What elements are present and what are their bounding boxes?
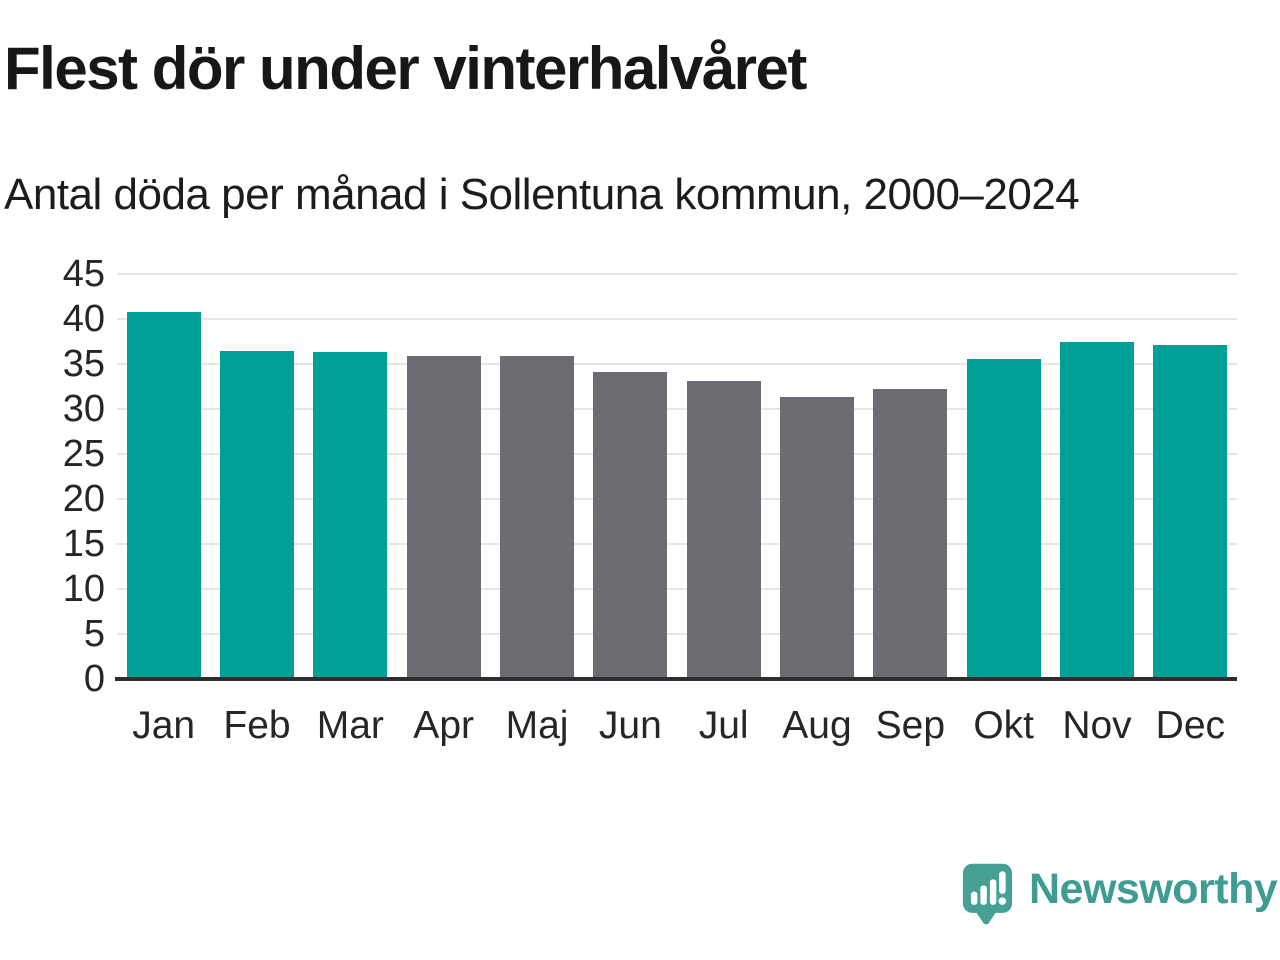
- bar-jul: [686, 381, 761, 679]
- y-tick-label-20: 20: [62, 478, 105, 520]
- bar-okt: [966, 358, 1041, 679]
- gridline-30: [117, 408, 1237, 410]
- bar-mar: [313, 352, 388, 679]
- x-tick-label-mar: Mar: [316, 704, 384, 747]
- gridline-35: [117, 363, 1237, 365]
- bar-sep: [873, 389, 948, 679]
- gridline-40: [117, 318, 1237, 320]
- y-tick-label-0: 0: [83, 658, 105, 700]
- y-tick-label-45: 45: [62, 253, 105, 295]
- x-tick-label-nov: Nov: [1062, 704, 1132, 747]
- y-axis: 0 5 10 15 20 25 30 35 40 45: [0, 0, 105, 960]
- bar-maj: [500, 355, 574, 679]
- bar-aug: [780, 397, 854, 679]
- bar-dec: [1153, 345, 1228, 679]
- bar-apr: [406, 355, 481, 679]
- gridline-20: [117, 498, 1237, 500]
- x-tick-label-apr: Apr: [413, 704, 475, 747]
- x-tick-label-jun: Jun: [598, 704, 662, 747]
- plot-area: [117, 273, 1237, 679]
- x-tick-label-feb: Feb: [223, 704, 291, 747]
- y-tick-label-5: 5: [83, 613, 105, 655]
- gridline-15: [117, 543, 1237, 545]
- gridline-25: [117, 453, 1237, 455]
- x-tick-label-okt: Okt: [973, 704, 1034, 747]
- bar-jan: [126, 311, 201, 679]
- x-tick-label-aug: Aug: [782, 704, 852, 747]
- brand-wordmark: Newsworthy: [1029, 864, 1278, 913]
- y-tick-label-10: 10: [62, 568, 105, 610]
- gridline-45: [117, 273, 1237, 275]
- y-tick-label-40: 40: [62, 298, 105, 340]
- page-title: Flest dör under vinterhalvåret: [4, 35, 807, 102]
- y-tick-label-35: 35: [62, 343, 105, 385]
- bar-nov: [1060, 341, 1134, 679]
- gridline-10: [117, 588, 1237, 590]
- x-tick-label-sep: Sep: [875, 704, 946, 747]
- page-subtitle: Antal döda per månad i Sollentuna kommun…: [4, 170, 1080, 219]
- x-axis-line: [115, 677, 1237, 681]
- y-tick-label-15: 15: [62, 523, 105, 565]
- x-axis: Jan Feb Mar Apr Maj Jun Jul Aug Sep Okt Nov Dec: [0, 700, 1280, 760]
- bar-feb: [220, 351, 294, 679]
- footer-logo: Newsworthy: [961, 862, 1278, 926]
- gridline-5: [117, 633, 1237, 635]
- x-tick-label-jan: Jan: [132, 704, 196, 747]
- newsworthy-logo-icon: [962, 863, 1013, 925]
- bar-jun: [593, 372, 668, 679]
- y-tick-label-25: 25: [62, 433, 105, 475]
- x-tick-label-maj: Maj: [505, 704, 569, 747]
- x-tick-label-dec: Dec: [1155, 704, 1226, 747]
- y-tick-label-30: 30: [62, 388, 105, 430]
- x-tick-label-jul: Jul: [698, 704, 749, 747]
